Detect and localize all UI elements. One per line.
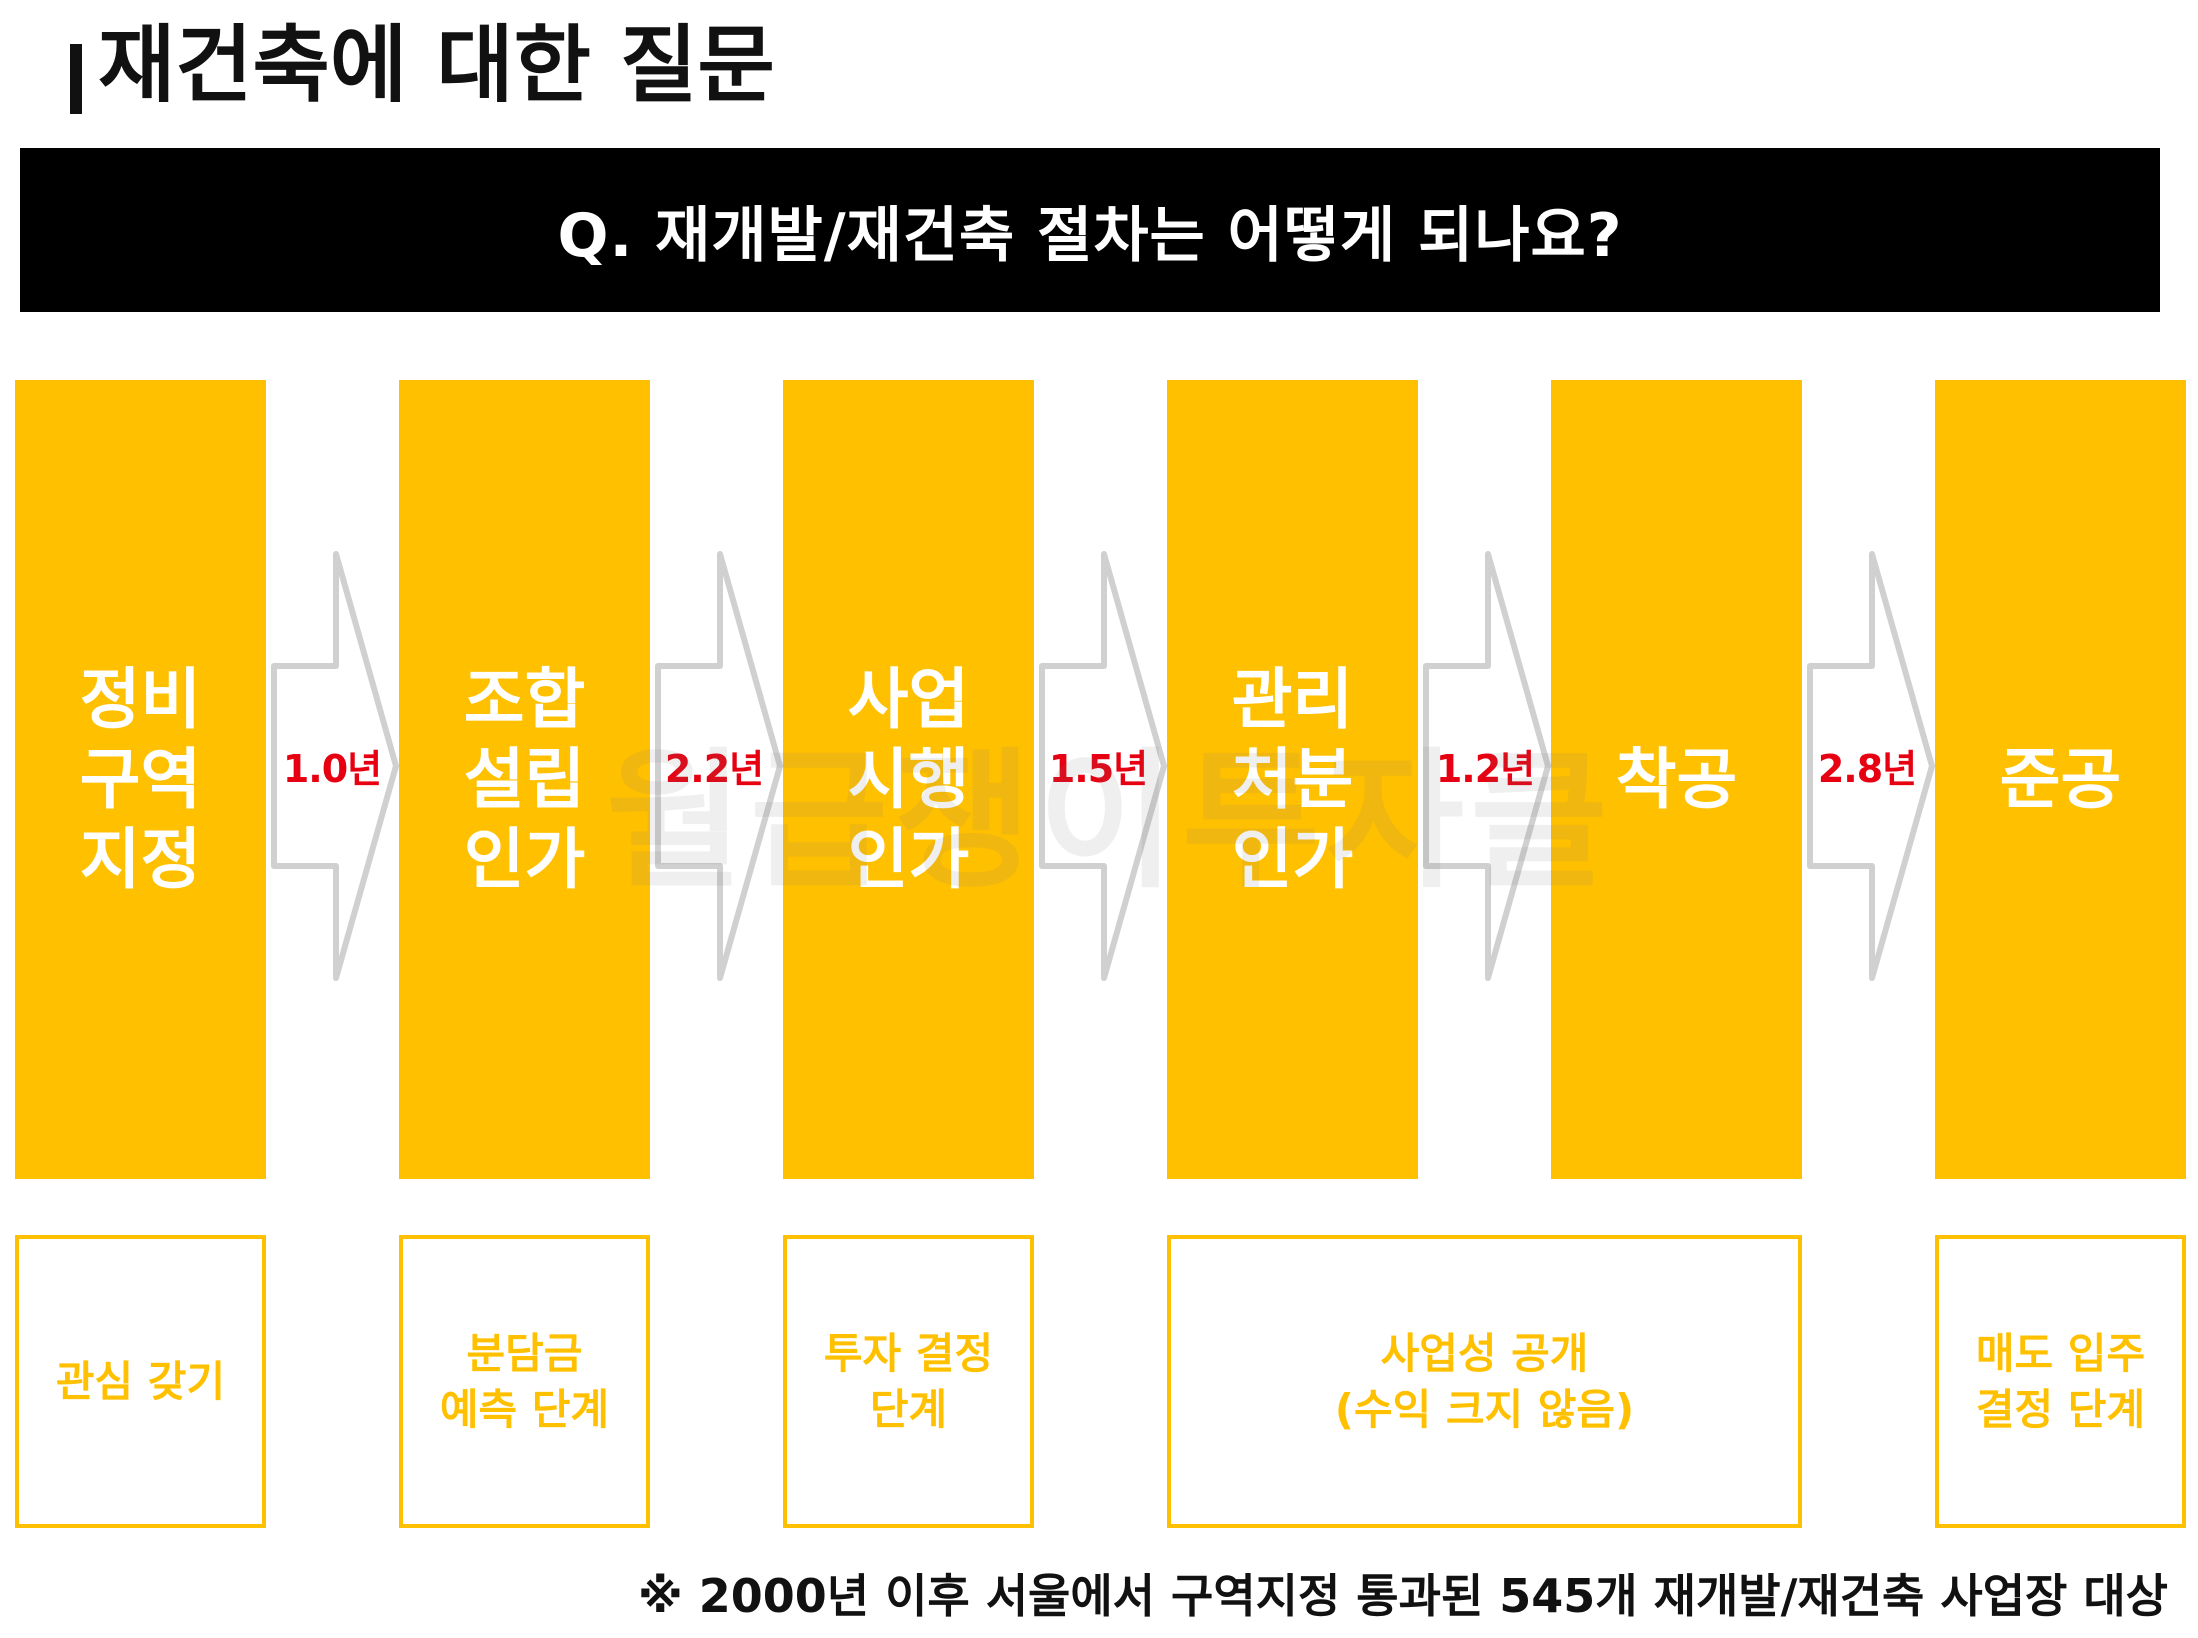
- title-marker: [70, 44, 82, 114]
- note-box: 매도 입주 결정 단계: [1935, 1235, 2186, 1528]
- note-box: 투자 결정 단계: [783, 1235, 1034, 1528]
- watermark: 월급쟁이투자클: [605, 735, 1614, 909]
- note-box: 관심 갖기: [15, 1235, 266, 1528]
- stage-zone-designation: 정비 구역 지정: [15, 380, 266, 1179]
- question-text: Q. 재개발/재건축 절차는 어떻게 되나요?: [557, 200, 1623, 271]
- duration-label: 2.8년: [1817, 747, 1917, 791]
- question-banner: Q. 재개발/재건축 절차는 어떻게 되나요?: [20, 148, 2160, 312]
- stage-association-approval: 조합 설립 인가: [399, 380, 650, 1179]
- stage-construction-start: 착공: [1551, 380, 1802, 1179]
- duration-label: 2.2년: [664, 747, 764, 791]
- arrow-1: [271, 551, 399, 981]
- stage-management-approval: 관리 처분 인가: [1167, 380, 1418, 1179]
- note-box: 사업성 공개 (수익 크지 않음): [1167, 1235, 1802, 1528]
- arrow-2: [655, 551, 783, 981]
- arrow-4: [1423, 551, 1551, 981]
- arrow-3: [1039, 551, 1167, 981]
- duration-label: 1.5년: [1048, 747, 1148, 791]
- duration-label: 1.0년: [282, 747, 382, 791]
- note-box: 분담금 예측 단계: [399, 1235, 650, 1528]
- stage-completion: 준공: [1935, 380, 2186, 1179]
- stage-project-approval: 사업 시행 인가: [783, 380, 1034, 1179]
- footnote: ※ 2000년 이후 서울에서 구역지정 통과된 545개 재개발/재건축 사업…: [637, 1569, 2168, 1623]
- duration-label: 1.2년: [1435, 747, 1535, 791]
- title-text: 재건축에 대한 질문: [98, 16, 775, 114]
- arrow-5: [1807, 551, 1935, 981]
